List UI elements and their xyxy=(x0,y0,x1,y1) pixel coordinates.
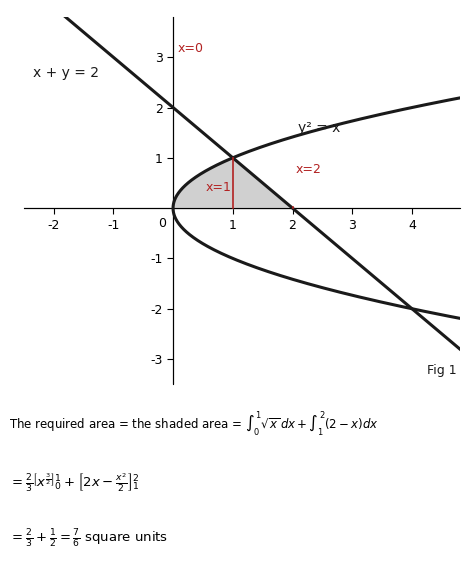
Text: $= \frac{2}{3} + \frac{1}{2} = \frac{7}{6}$ square units: $= \frac{2}{3} + \frac{1}{2} = \frac{7}{… xyxy=(9,528,169,550)
Text: x + y = 2: x + y = 2 xyxy=(33,66,99,80)
Text: Fig 1: Fig 1 xyxy=(427,364,457,377)
Text: $= \frac{2}{3}\left[x^{\frac{3}{2}}\right]_0^1 + \left[2x - \frac{x^2}{2}\right]: $= \frac{2}{3}\left[x^{\frac{3}{2}}\righ… xyxy=(9,472,140,494)
Text: x=0: x=0 xyxy=(178,42,204,55)
Text: x=1: x=1 xyxy=(206,180,232,194)
Text: The required area = the shaded area = $\int_0^1 \sqrt{x}\, dx + \int_1^2 (2-x)dx: The required area = the shaded area = $\… xyxy=(9,409,379,438)
Text: y² = x: y² = x xyxy=(299,121,341,134)
Text: 0: 0 xyxy=(158,217,166,230)
Text: x=2: x=2 xyxy=(295,163,321,176)
